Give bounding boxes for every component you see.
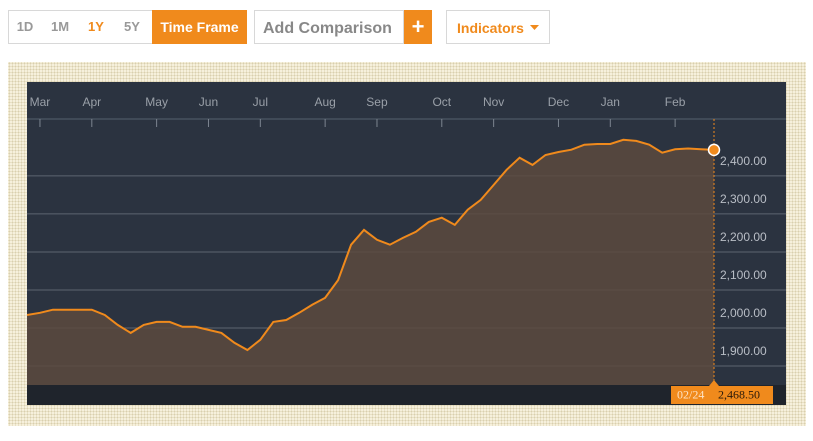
- x-tick-label: Jul: [253, 95, 268, 109]
- dropdown-arrow: [530, 25, 539, 30]
- x-tick-label: Oct: [432, 95, 451, 109]
- range-button[interactable]: 1D: [16, 19, 34, 34]
- indicators-label: Indicators: [457, 20, 524, 36]
- y-tick-label: 2,300.00: [720, 192, 767, 206]
- line: [26, 138, 715, 352]
- tooltip-pointer: [709, 380, 719, 386]
- x-tick-label: May: [145, 95, 168, 109]
- y-tick-label: 2,200.00: [720, 230, 767, 244]
- area: [27, 139, 714, 385]
- y-tick-label: 2,400.00: [720, 154, 767, 168]
- tooltip-value: 2,468.50: [718, 387, 760, 401]
- x-tick-label: Mar: [30, 95, 51, 109]
- x-tick-label: Dec: [548, 95, 569, 109]
- x-tick-label: Sep: [366, 95, 388, 109]
- time-frame-button[interactable]: Time Frame: [152, 10, 247, 44]
- x-tick-label: Jan: [601, 95, 620, 109]
- range-button[interactable]: 5Y: [124, 19, 140, 34]
- y-tick-label: 1,900.00: [720, 344, 767, 358]
- tooltip: [671, 386, 773, 404]
- x-tick-label: Nov: [483, 95, 504, 109]
- x-tick-label: Feb: [665, 95, 686, 109]
- x-tick-label: Apr: [82, 95, 101, 109]
- comparison-input[interactable]: Add Comparison: [254, 10, 404, 44]
- indicators-button[interactable]: Indicators: [446, 10, 550, 44]
- range-button[interactable]: 1M: [50, 19, 70, 34]
- range-button[interactable]: 1Y: [88, 19, 104, 34]
- y-tick-label: 2,100.00: [720, 268, 767, 282]
- tooltip-date: 02/24: [677, 387, 704, 401]
- end-point: [707, 143, 721, 157]
- x-tick-label: Aug: [314, 95, 335, 109]
- x-tick-label: Jun: [199, 95, 218, 109]
- y-tick-label: 2,000.00: [720, 306, 767, 320]
- x-band: [27, 385, 786, 405]
- add-button[interactable]: +: [404, 10, 432, 44]
